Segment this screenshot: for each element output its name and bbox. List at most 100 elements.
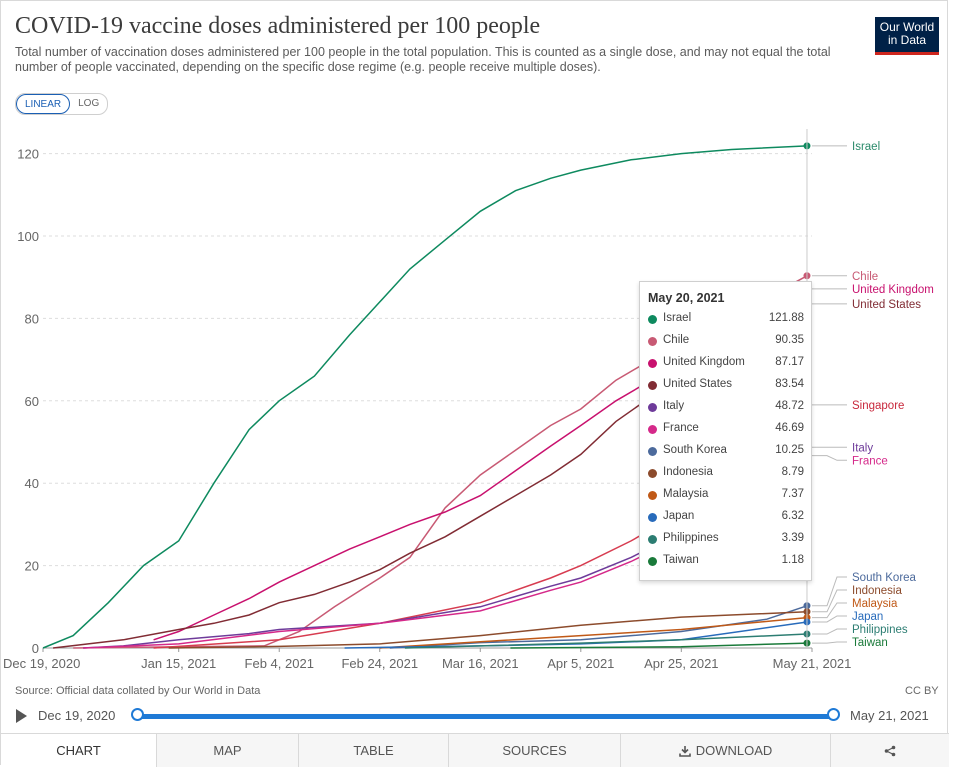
x-axis-ticks: Dec 19, 2020 Jan 15, 2021 Feb 4, 2021 Feb 2… (3, 648, 851, 671)
tooltip-series-value: 7.37 (781, 488, 804, 500)
y-tick-label: 120 (17, 147, 39, 162)
x-tick-label: Mar 16, 2021 (442, 656, 519, 671)
linear-scale-button[interactable]: LINEAR (16, 94, 71, 114)
download-icon (678, 745, 691, 757)
hover-tooltip: May 20, 2021 Israel 121.88 Chile 90.35 Unite… (639, 281, 812, 581)
tab-sources[interactable]: SOURCES (449, 734, 621, 767)
tooltip-series-value: 46.69 (775, 422, 804, 434)
tooltip-row: Israel 121.88 (648, 311, 804, 329)
x-tick-label: Jan 15, 2021 (141, 656, 216, 671)
tooltip-series-name: Indonesia (663, 466, 713, 478)
log-scale-button[interactable]: LOG (78, 98, 100, 109)
tooltip-color-dot (648, 513, 657, 522)
series-line-south-korea (389, 605, 808, 649)
y-axis-ticks: 0 20 40 60 80 100 120 (17, 147, 39, 656)
tab-bar: CHART MAP TABLE SOURCES DOWNLOAD (1, 733, 949, 767)
tooltip-date: May 20, 2021 (648, 291, 725, 305)
timeline-track[interactable] (138, 714, 834, 719)
tooltip-series-name: Japan (663, 510, 695, 522)
series-label-malaysia: Malaysia (852, 598, 898, 610)
tab-map-label: MAP (213, 743, 242, 758)
x-tick-label: Apr 5, 2021 (547, 656, 614, 671)
series-label-philippines: Philippines (852, 624, 908, 636)
tooltip-series-value: 121.88 (768, 312, 804, 324)
tooltip-color-dot (648, 447, 657, 456)
share-icon (884, 745, 896, 756)
timeline-end-handle[interactable] (827, 708, 840, 721)
tooltip-color-dot (648, 337, 657, 346)
tooltip-row: Taiwan 1.18 (648, 553, 804, 571)
play-icon[interactable] (16, 709, 27, 723)
label-connector-philippines (811, 628, 847, 635)
chart-subtitle: Total number of vaccination doses admini… (15, 45, 831, 74)
tooltip-color-dot (648, 491, 657, 500)
tab-sources-label: SOURCES (502, 743, 567, 758)
series-line-taiwan (510, 642, 808, 649)
tooltip-row: France 46.69 (648, 421, 804, 439)
x-tick-label: Feb 24, 2021 (341, 656, 418, 671)
series-label-taiwan: Taiwan (852, 637, 888, 649)
series-label-france: France (852, 455, 888, 467)
tab-chart-label: CHART (56, 743, 101, 758)
series-line-israel (42, 145, 808, 649)
tab-download-label: DOWNLOAD (695, 743, 773, 758)
chart-title: COVID-19 vaccine doses administered per … (15, 13, 541, 39)
x-tick-label: Feb 4, 2021 (245, 656, 314, 671)
tooltip-series-name: Taiwan (663, 554, 699, 566)
timeline: Dec 19, 2020 May 21, 2021 (1, 705, 949, 727)
y-tick-label: 100 (17, 229, 39, 244)
tab-table[interactable]: TABLE (299, 734, 449, 767)
tooltip-color-dot (648, 425, 657, 434)
series-label-italy: Italy (852, 442, 873, 454)
y-tick-label: 20 (25, 559, 39, 574)
tooltip-row: Malaysia 7.37 (648, 487, 804, 505)
tooltip-color-dot (648, 359, 657, 368)
tooltip-color-dot (648, 381, 657, 390)
tab-download[interactable]: DOWNLOAD (621, 734, 831, 767)
tab-chart[interactable]: CHART (1, 734, 157, 767)
label-connector-indonesia (811, 589, 847, 613)
tooltip-series-value: 87.17 (775, 356, 804, 368)
tooltip-series-value: 10.25 (775, 444, 804, 456)
tooltip-series-name: Israel (663, 312, 692, 324)
tooltip-series-name: United States (663, 378, 733, 390)
tooltip-color-dot (648, 535, 657, 544)
series-label-south-korea: South Korea (852, 572, 917, 584)
logo-line-2: in Data (887, 33, 927, 47)
series-label-indonesia: Indonesia (852, 585, 902, 597)
series-label-united-kingdom: United Kingdom (852, 284, 934, 296)
series-label-israel: Israel (852, 141, 880, 153)
tooltip-series-value: 83.54 (775, 378, 804, 390)
timeline-start-handle[interactable] (131, 708, 144, 721)
series-label-chile: Chile (852, 271, 878, 283)
license-link[interactable]: CC BY (905, 685, 939, 697)
label-connector-malaysia (811, 602, 847, 619)
tooltip-series-value: 6.32 (781, 510, 804, 522)
label-connector-france (811, 455, 847, 461)
tooltip-color-dot (648, 315, 657, 324)
tab-map[interactable]: MAP (157, 734, 299, 767)
label-connector-taiwan (811, 641, 847, 644)
tab-table-label: TABLE (353, 743, 394, 758)
owid-logo[interactable]: Our World in Data (875, 17, 939, 55)
tooltip-series-value: 1.18 (781, 554, 804, 566)
series-line-malaysia (379, 616, 808, 649)
tab-share[interactable] (831, 734, 949, 767)
tooltip-series-name: South Korea (663, 444, 727, 456)
series-label-japan: Japan (852, 611, 883, 623)
source-note[interactable]: Source: Official data collated by Our Wo… (15, 685, 261, 697)
label-connector-japan (811, 615, 847, 623)
tooltip-series-value: 8.79 (781, 466, 804, 478)
tooltip-series-name: Chile (663, 334, 690, 346)
timeline-start-label: Dec 19, 2020 (38, 708, 116, 723)
tooltip-series-name: United Kingdom (663, 356, 745, 368)
timeline-end-label: May 21, 2021 (850, 708, 929, 723)
x-tick-label: Apr 25, 2021 (644, 656, 718, 671)
tooltip-color-dot (648, 469, 657, 478)
series-label-singapore: Singapore (852, 400, 904, 412)
series-line-philippines (404, 633, 808, 649)
tooltip-row: United Kingdom 87.17 (648, 355, 804, 373)
tooltip-series-name: Malaysia (663, 488, 709, 500)
series-label-united-states: United States (852, 299, 921, 311)
